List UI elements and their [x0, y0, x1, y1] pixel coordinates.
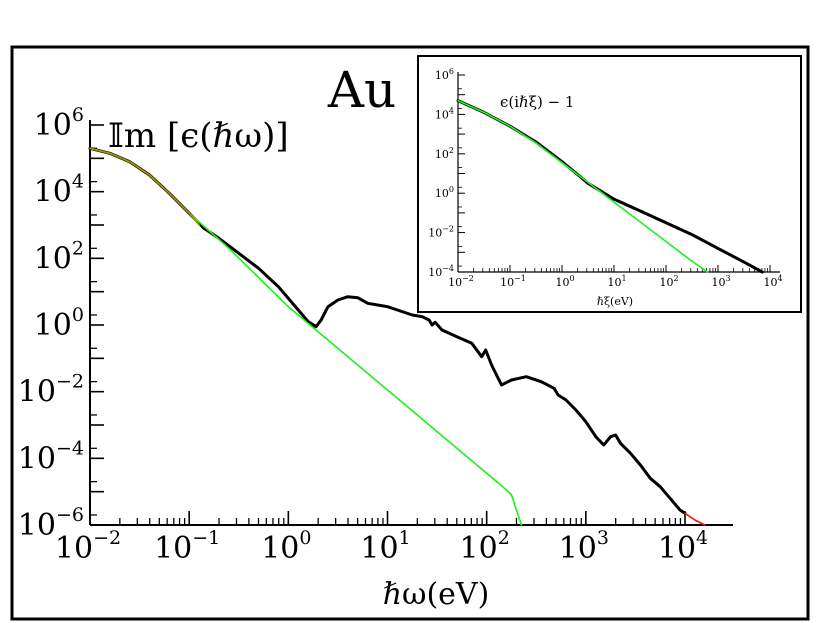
x-tick-base: 10	[261, 531, 299, 566]
y-tick-base: 10	[428, 266, 442, 279]
y-tick-base: 10	[34, 108, 72, 143]
y-tick-exp: −2	[56, 371, 84, 393]
x-tick-base: 10	[711, 276, 725, 289]
figure: 10−2 10−1 100 101 102 103 10410−610−410−210010…	[0, 0, 830, 623]
x-tick-exp: −2	[462, 274, 474, 283]
x-tick-exp: 1	[621, 274, 626, 283]
x-tick-exp: −1	[514, 274, 526, 283]
x-tick-base: 10	[559, 531, 597, 566]
inset-frame	[418, 56, 801, 312]
series-line-3	[90, 148, 199, 225]
y-tick-label: 10−4	[18, 437, 84, 476]
x-tick-base: 10	[55, 531, 93, 566]
x-tick-label: 101	[360, 527, 410, 566]
y-tick-base: 10	[18, 508, 56, 543]
x-tick-base: 10	[460, 531, 498, 566]
x-tick-label: 100	[261, 527, 311, 566]
y-tick-label: 104	[34, 171, 84, 210]
x-tick-exp: −2	[93, 527, 121, 549]
x-tick-exp: 0	[299, 527, 311, 549]
main-xlabel: ℏω(eV)	[383, 577, 490, 612]
x-tick-label: 10−2	[55, 527, 121, 566]
x-tick-label: 104	[658, 527, 708, 566]
x-tick-base: 10	[154, 531, 192, 566]
x-tick-exp: 3	[725, 274, 730, 283]
x-tick-label: 10−1	[154, 527, 220, 566]
series-line-1	[685, 513, 705, 525]
x-tick-exp: 1	[399, 527, 411, 549]
x-tick-exp: 4	[777, 274, 782, 283]
x-tick-exp: 2	[498, 527, 510, 549]
y-tick-exp: 2	[72, 237, 84, 259]
main-ylabel: 𝕀m [ϵ(ℏω)]	[108, 116, 289, 156]
y-tick-base: 10	[34, 308, 72, 343]
y-tick-base: 10	[435, 69, 449, 82]
x-tick-base: 10	[659, 276, 673, 289]
x-tick-exp: 4	[696, 527, 708, 549]
x-tick-exp: 0	[569, 274, 574, 283]
x-tick-base: 10	[763, 276, 777, 289]
x-tick-base: 10	[607, 276, 621, 289]
y-tick-base: 10	[435, 187, 449, 200]
y-tick-exp: 0	[449, 185, 454, 194]
x-tick-base: 10	[555, 276, 569, 289]
y-tick-base: 10	[435, 108, 449, 121]
y-tick-label: 10−2	[18, 371, 84, 410]
y-tick-exp: −6	[56, 504, 84, 526]
x-tick-base: 10	[500, 276, 514, 289]
y-tick-exp: 2	[449, 146, 454, 155]
y-tick-exp: 6	[72, 104, 84, 126]
inset-title: ϵ(iℏξ) − 1	[500, 93, 574, 111]
x-tick-base: 10	[360, 531, 398, 566]
y-tick-exp: −4	[442, 264, 454, 273]
x-tick-label: 103	[559, 527, 609, 566]
y-tick-exp: 4	[449, 106, 454, 115]
x-tick-exp: −1	[192, 527, 220, 549]
x-tick-base: 10	[448, 276, 462, 289]
y-tick-label: 106	[34, 104, 84, 143]
x-tick-label: 102	[460, 527, 510, 566]
x-tick-exp: 3	[597, 527, 609, 549]
y-tick-exp: 6	[449, 67, 454, 76]
y-tick-exp: −2	[442, 225, 454, 234]
inset-xlabel: ℏξ(eV)	[597, 295, 633, 308]
y-tick-base: 10	[428, 227, 442, 240]
y-tick-exp: 0	[72, 304, 84, 326]
y-tick-base: 10	[18, 375, 56, 410]
y-tick-base: 10	[18, 441, 56, 476]
y-tick-label: 100	[34, 304, 84, 343]
y-tick-base: 10	[435, 148, 449, 161]
x-tick-exp: 2	[673, 274, 678, 283]
y-tick-exp: 4	[72, 171, 84, 193]
y-tick-base: 10	[34, 241, 72, 276]
y-tick-label: 102	[34, 237, 84, 276]
y-tick-base: 10	[34, 175, 72, 210]
main-title: Au	[327, 61, 396, 119]
y-tick-exp: −4	[56, 437, 84, 459]
x-tick-base: 10	[658, 531, 696, 566]
